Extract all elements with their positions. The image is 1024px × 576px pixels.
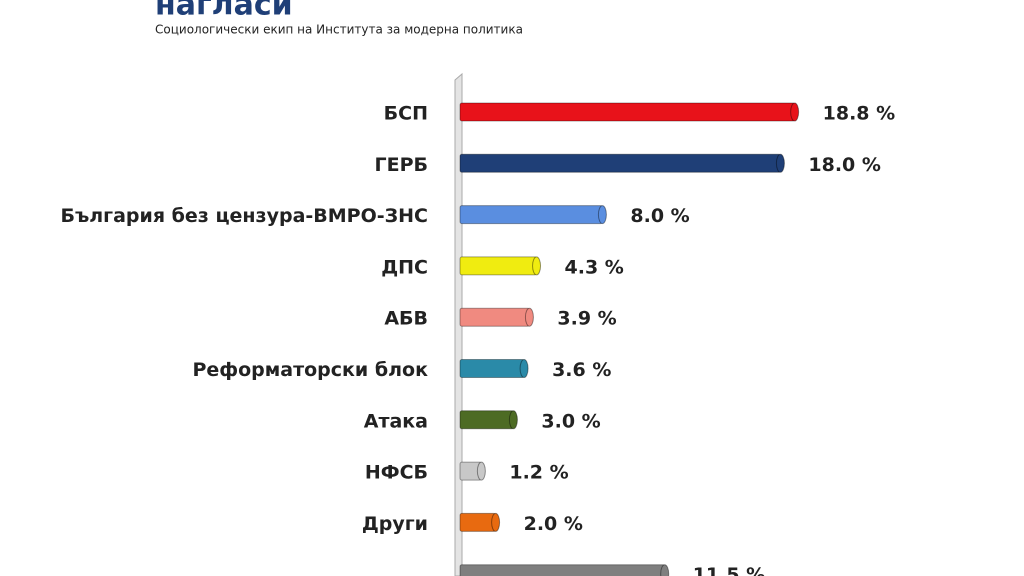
axis-wall xyxy=(454,72,463,576)
bar-end xyxy=(491,512,501,532)
bar-end xyxy=(660,564,670,576)
chart-title: нагласи xyxy=(155,0,293,23)
value-label: 3.9 % xyxy=(557,308,616,330)
bar-end xyxy=(508,410,518,430)
bar-end xyxy=(476,461,486,481)
value-label: 18.8 % xyxy=(823,103,896,125)
bar xyxy=(459,256,538,276)
bar xyxy=(459,410,514,430)
bar xyxy=(459,564,666,576)
category-label: НФСБ xyxy=(365,462,428,484)
category-label: Други xyxy=(362,513,428,535)
bar-end xyxy=(532,256,542,276)
bar-end xyxy=(524,307,534,327)
bar xyxy=(459,307,530,327)
category-label: ГЕРБ xyxy=(375,154,429,176)
value-label: 3.6 % xyxy=(552,359,611,381)
value-label: 8.0 % xyxy=(630,205,689,227)
bar xyxy=(459,205,603,225)
value-label: 18.0 % xyxy=(808,154,881,176)
category-label: Реформаторски блок xyxy=(192,359,428,381)
bar xyxy=(459,102,796,122)
category-label: Атака xyxy=(364,410,428,432)
category-label: АБВ xyxy=(384,308,428,330)
category-label: ДПС xyxy=(381,256,428,278)
bar xyxy=(459,512,497,532)
value-label: 11.5 % xyxy=(693,564,766,576)
value-label: 2.0 % xyxy=(524,513,583,535)
bar-end xyxy=(519,359,529,378)
bar-end xyxy=(775,153,785,173)
category-label: БСП xyxy=(384,103,428,125)
value-label: 4.3 % xyxy=(565,256,624,278)
value-label: 1.2 % xyxy=(509,462,568,484)
value-label: 3.0 % xyxy=(541,410,600,432)
bar-end xyxy=(790,102,800,122)
chart-subtitle: Социологически екип на Института за моде… xyxy=(155,23,523,37)
category-label: България без цензура-ВМРО-ЗНС xyxy=(61,205,429,227)
bar-end xyxy=(597,205,607,225)
bar xyxy=(459,359,525,378)
bar xyxy=(459,153,781,173)
